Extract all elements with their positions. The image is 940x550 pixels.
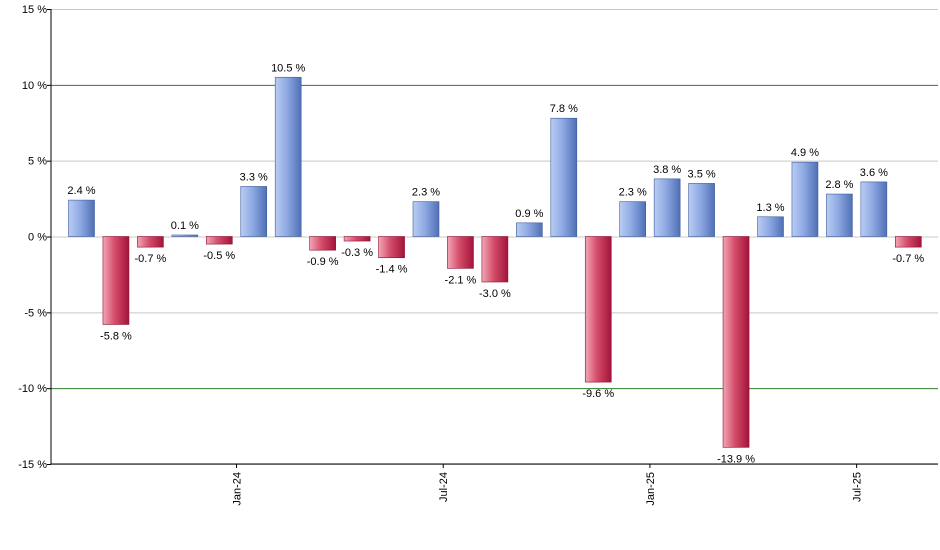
y-tick-label: -10 % bbox=[18, 383, 47, 395]
x-tick-labels: Jan-24 Jul-24 Jan-25 Jul-25 bbox=[232, 464, 864, 506]
bar bbox=[240, 186, 268, 237]
data-label: 3.6 % bbox=[860, 167, 888, 179]
data-label: 7.8 % bbox=[550, 103, 578, 115]
bar bbox=[584, 236, 612, 383]
data-label: 2.4 % bbox=[67, 185, 95, 197]
bar bbox=[171, 234, 199, 237]
bar bbox=[619, 201, 647, 237]
data-label: 2.3 % bbox=[412, 187, 440, 199]
y-tick-label: 10 % bbox=[22, 80, 47, 92]
bar bbox=[309, 236, 336, 251]
bar bbox=[412, 201, 440, 237]
data-label: -5.8 % bbox=[100, 330, 132, 342]
y-tick-label: -15 % bbox=[18, 459, 47, 471]
data-label: 3.5 % bbox=[688, 168, 716, 180]
y-tick-label: 5 % bbox=[28, 156, 47, 168]
bars bbox=[68, 76, 922, 448]
bar bbox=[722, 236, 750, 448]
data-label: -0.3 % bbox=[341, 247, 373, 259]
bar bbox=[653, 178, 681, 237]
data-label: -0.9 % bbox=[307, 256, 339, 268]
x-tick-label: Jul-25 bbox=[852, 472, 864, 502]
data-label: 2.3 % bbox=[619, 187, 647, 199]
y-tick-label: 0 % bbox=[28, 232, 47, 244]
x-tick-label: Jul-24 bbox=[438, 472, 450, 502]
x-tick-label: Jan-24 bbox=[232, 472, 244, 506]
bar bbox=[102, 236, 130, 325]
data-label: -3.0 % bbox=[479, 288, 511, 300]
bar bbox=[757, 216, 784, 237]
data-label: -0.7 % bbox=[135, 253, 167, 265]
y-tick-label: -5 % bbox=[24, 307, 47, 319]
bar bbox=[447, 236, 474, 269]
bar bbox=[378, 236, 405, 259]
bar bbox=[688, 183, 715, 237]
y-tick-labels: 15 % 10 % 5 % 0 % -5 % -10 % -15 % bbox=[18, 4, 51, 471]
data-labels: 2.4 % -5.8 % -0.7 % 0.1 % -0.5 % 3.3 % 10.5 % -… bbox=[67, 62, 924, 465]
bar bbox=[826, 193, 853, 237]
bar bbox=[860, 181, 888, 237]
data-label: -2.1 % bbox=[445, 274, 477, 286]
bar bbox=[791, 161, 819, 237]
bar bbox=[68, 199, 95, 237]
bar bbox=[137, 236, 164, 248]
data-label: 2.8 % bbox=[825, 179, 853, 191]
data-label: -0.5 % bbox=[203, 250, 235, 262]
data-label: 3.3 % bbox=[240, 171, 268, 183]
bar bbox=[481, 236, 509, 283]
bar bbox=[894, 236, 922, 248]
data-label: 3.8 % bbox=[653, 164, 681, 176]
data-label: 10.5 % bbox=[271, 62, 305, 74]
bar bbox=[206, 236, 233, 245]
data-label: 1.3 % bbox=[756, 202, 784, 214]
data-label: -13.9 % bbox=[717, 453, 755, 465]
bar bbox=[343, 236, 371, 242]
y-tick-label: 15 % bbox=[22, 4, 47, 16]
bar bbox=[550, 117, 578, 237]
data-label: -0.7 % bbox=[892, 253, 924, 265]
data-label: 0.1 % bbox=[171, 220, 199, 232]
x-tick-label: Jan-25 bbox=[645, 472, 657, 506]
data-label: -9.6 % bbox=[582, 388, 614, 400]
bar bbox=[516, 222, 543, 237]
data-label: -1.4 % bbox=[376, 264, 408, 276]
data-label: 0.9 % bbox=[515, 208, 543, 220]
data-label: 4.9 % bbox=[791, 147, 819, 159]
bar bbox=[274, 76, 302, 237]
